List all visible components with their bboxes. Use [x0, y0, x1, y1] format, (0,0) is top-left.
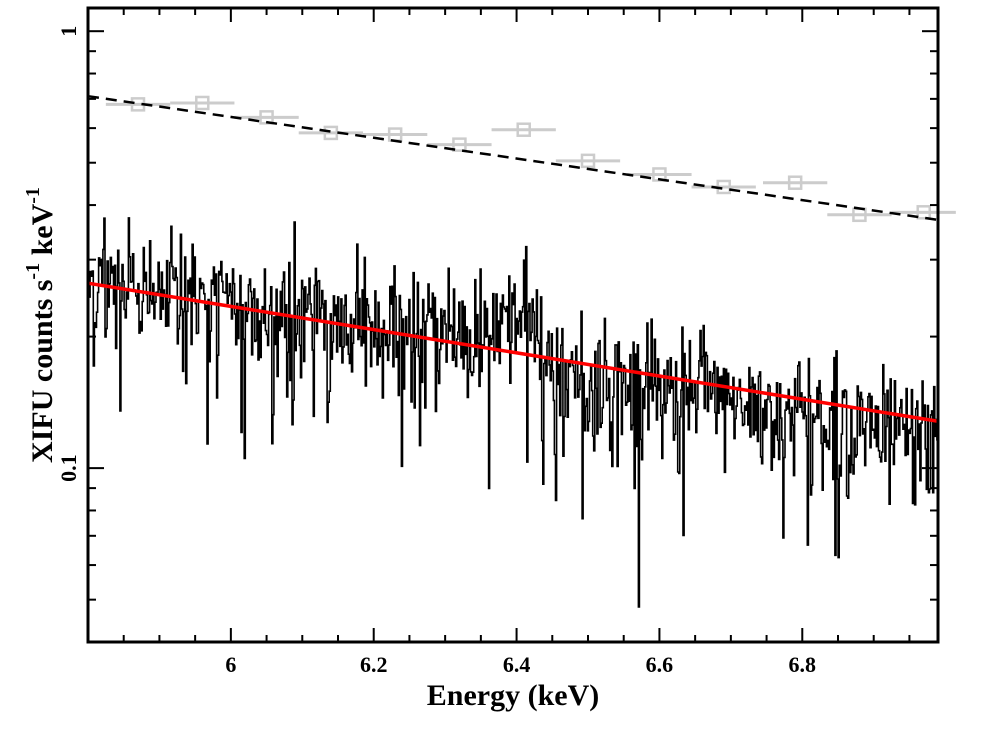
- grey-marker-10: [787, 175, 803, 190]
- x-tick-label-2: 6.4: [503, 652, 531, 677]
- grey-data-point-7: [555, 153, 621, 169]
- grey-data-point-6: [491, 122, 556, 137]
- x-tick-label-0: 6: [225, 652, 236, 677]
- y-tick-label-1: 1: [56, 26, 81, 37]
- x-axis-label: Energy (keV): [427, 679, 599, 712]
- grey-marker-5: [452, 137, 467, 152]
- grey-data-point-5: [427, 137, 492, 152]
- red-model-line: [87, 281, 939, 424]
- tick-labels: 6 6.2 6.4 6.6 6.8 0.1 1: [56, 26, 816, 677]
- y-tick-label-0: 0.1: [56, 454, 81, 482]
- y-label-mid: keV: [26, 203, 59, 263]
- black-spectrum-layer: [88, 217, 938, 608]
- x-tick-label-4: 6.8: [789, 652, 817, 677]
- grey-data-point-12: [891, 205, 956, 220]
- y-label-exponent-2: -1: [22, 187, 44, 204]
- model-lines-layer: [87, 94, 939, 424]
- grey-marker-12: [916, 205, 931, 220]
- grey-marker-7: [580, 153, 596, 169]
- grey-marker-6: [516, 122, 531, 137]
- grey-data-point-3: [298, 125, 363, 141]
- x-tick-label-3: 6.6: [646, 652, 674, 677]
- plot-frame: [86, 6, 940, 644]
- grey-data-point-10: [763, 175, 828, 190]
- y-axis-label: XIFU counts s-1 keV-1: [22, 187, 59, 463]
- grey-marker-3: [323, 125, 339, 141]
- grey-marker-1: [195, 95, 210, 111]
- grey-data-point-1: [170, 95, 235, 111]
- grey-spectrum-layer: [105, 95, 956, 223]
- black-spectrum-histogram: [88, 217, 938, 608]
- y-label-main: XIFU counts s: [26, 280, 59, 463]
- x-tick-label-1: 6.2: [360, 652, 388, 677]
- y-label-exponent-1: -1: [22, 263, 44, 280]
